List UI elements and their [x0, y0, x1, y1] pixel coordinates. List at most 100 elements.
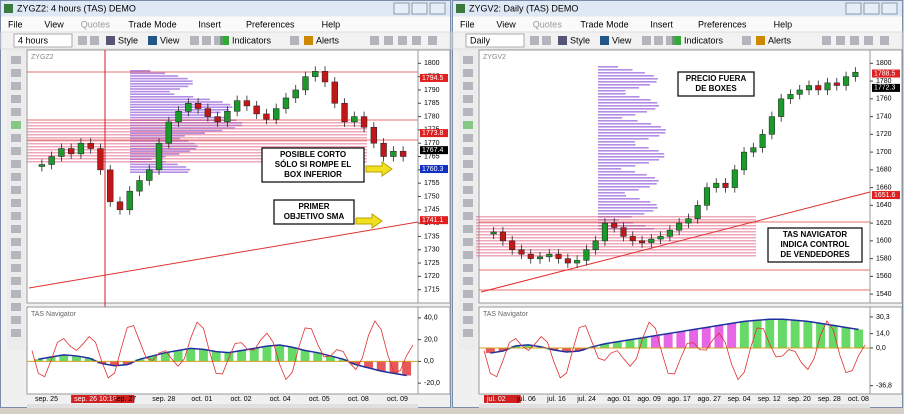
menu-item[interactable]: Insert [650, 19, 673, 29]
tool-icon[interactable] [463, 134, 473, 142]
tool-icon[interactable] [11, 121, 21, 129]
toolbar-button[interactable]: Alerts [768, 35, 792, 45]
window-button[interactable] [429, 2, 446, 15]
window-button[interactable] [863, 2, 880, 15]
toolbar-icon[interactable] [202, 36, 211, 45]
tool-icon[interactable] [11, 290, 21, 298]
tool-icon[interactable] [463, 264, 473, 272]
tool-icon[interactable] [463, 238, 473, 246]
toolbar-icon[interactable] [384, 36, 393, 45]
timeframe[interactable]: Daily [470, 35, 491, 45]
tool-icon[interactable] [11, 160, 21, 168]
tool-icon[interactable] [11, 303, 21, 311]
menu-item[interactable]: File [8, 19, 23, 29]
menu-item[interactable]: Preferences [698, 19, 747, 29]
window-button[interactable] [845, 2, 862, 15]
toolbar-icon[interactable] [742, 36, 751, 45]
tool-icon[interactable] [463, 212, 473, 220]
tool-icon[interactable] [11, 69, 21, 77]
tool-icon[interactable] [11, 108, 21, 116]
toolbar-icon[interactable] [412, 36, 421, 45]
tool-icon[interactable] [11, 82, 21, 90]
menu-item[interactable]: Help [774, 19, 793, 29]
toolbar-button[interactable]: Alerts [316, 35, 340, 45]
toolbar-button[interactable]: Style [570, 35, 590, 45]
toolbar-button[interactable]: Indicators [684, 35, 724, 45]
toolbar-icon[interactable] [822, 36, 831, 45]
tool-icon[interactable] [463, 160, 473, 168]
tool-icon[interactable] [463, 277, 473, 285]
tool-icon[interactable] [463, 316, 473, 324]
toolbar-icon[interactable] [864, 36, 873, 45]
tool-icon[interactable] [11, 56, 21, 64]
menu-item[interactable]: View [496, 19, 516, 29]
timeframe-box[interactable] [13, 33, 73, 48]
toolbar-icon[interactable] [214, 36, 223, 45]
tool-icon[interactable] [11, 134, 21, 142]
tool-icon[interactable] [463, 290, 473, 298]
menu-item[interactable]: Quotes [533, 19, 563, 29]
tool-icon[interactable] [463, 225, 473, 233]
tool-icon[interactable] [463, 303, 473, 311]
toolbar-button[interactable]: Style [118, 35, 138, 45]
toolbar-icon[interactable] [78, 36, 87, 45]
toolbar-icon[interactable] [530, 36, 539, 45]
timeframe[interactable]: 4 hours [18, 35, 49, 45]
toolbar-button[interactable]: View [612, 35, 632, 45]
toolbar-icon[interactable] [836, 36, 845, 45]
window-button[interactable] [411, 2, 428, 15]
window-button[interactable] [881, 2, 898, 15]
toolbar-icon[interactable] [666, 36, 675, 45]
tool-icon[interactable] [463, 147, 473, 155]
menu-item[interactable]: Insert [198, 19, 221, 29]
tool-icon[interactable] [463, 69, 473, 77]
menu-item[interactable]: Preferences [246, 19, 295, 29]
tool-icon[interactable] [463, 199, 473, 207]
scrollbar[interactable] [27, 404, 418, 408]
tool-icon[interactable] [11, 238, 21, 246]
window-button[interactable] [393, 2, 410, 15]
toolbar-icon[interactable] [90, 36, 99, 45]
tool-icon[interactable] [11, 95, 21, 103]
tool-icon[interactable] [463, 82, 473, 90]
toolbar-button[interactable]: Indicators [232, 35, 272, 45]
toolbar-icon[interactable] [850, 36, 859, 45]
tool-icon[interactable] [11, 277, 21, 285]
toolbar-button[interactable]: View [160, 35, 180, 45]
tool-icon[interactable] [463, 186, 473, 194]
tool-icon[interactable] [11, 199, 21, 207]
tool-icon[interactable] [463, 121, 473, 129]
toolbar-icon[interactable] [398, 36, 407, 45]
toolbar-icon[interactable] [542, 36, 551, 45]
tool-icon[interactable] [463, 108, 473, 116]
toolbar-icon[interactable] [370, 36, 379, 45]
tool-icon[interactable] [463, 329, 473, 337]
tool-icon[interactable] [11, 316, 21, 324]
toolbar-icon[interactable] [428, 36, 437, 45]
tool-icon[interactable] [11, 225, 21, 233]
timeframe-box[interactable] [465, 33, 525, 48]
toolbar-icon[interactable] [642, 36, 651, 45]
tool-icon[interactable] [463, 173, 473, 181]
tool-icon[interactable] [463, 251, 473, 259]
scrollbar[interactable] [479, 404, 870, 408]
menu-item[interactable]: View [44, 19, 64, 29]
tool-icon[interactable] [11, 251, 21, 259]
tool-icon[interactable] [11, 147, 21, 155]
menu-item[interactable]: Quotes [81, 19, 111, 29]
tool-icon[interactable] [463, 56, 473, 64]
toolbar-icon[interactable] [290, 36, 299, 45]
menu-item[interactable]: Trade Mode [580, 19, 628, 29]
menu-item[interactable]: Help [322, 19, 341, 29]
menu-item[interactable]: File [460, 19, 475, 29]
toolbar-icon[interactable] [880, 36, 889, 45]
toolbar-icon[interactable] [190, 36, 199, 45]
tool-icon[interactable] [11, 212, 21, 220]
menu-item[interactable]: Trade Mode [128, 19, 176, 29]
tool-icon[interactable] [463, 95, 473, 103]
tool-icon[interactable] [11, 173, 21, 181]
tool-icon[interactable] [11, 264, 21, 272]
tool-icon[interactable] [11, 329, 21, 337]
tool-icon[interactable] [11, 186, 21, 194]
toolbar-icon[interactable] [654, 36, 663, 45]
